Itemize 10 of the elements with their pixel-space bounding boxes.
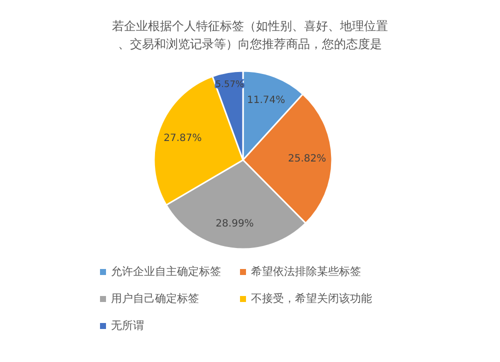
data-label: 11.74%: [247, 94, 286, 106]
data-label: 25.82%: [288, 153, 326, 164]
chart-title: 若企业根据个人特征标签（如性别、喜好、地理位置、交易和浏览记录等）向您推荐商品，您的态度是: [112, 19, 388, 51]
legend-label: 不接受，希望关闭该功能: [251, 292, 372, 306]
legend-label: 无所谓: [111, 319, 144, 332]
legend-label: 希望依法排除某些标签: [251, 265, 361, 278]
data-label: 27.87%: [164, 133, 202, 144]
data-label: 28.99%: [216, 218, 254, 230]
legend-label: 允许企业自主确定标签: [111, 265, 221, 278]
legend-label: 用户自己确定标签: [111, 292, 199, 306]
